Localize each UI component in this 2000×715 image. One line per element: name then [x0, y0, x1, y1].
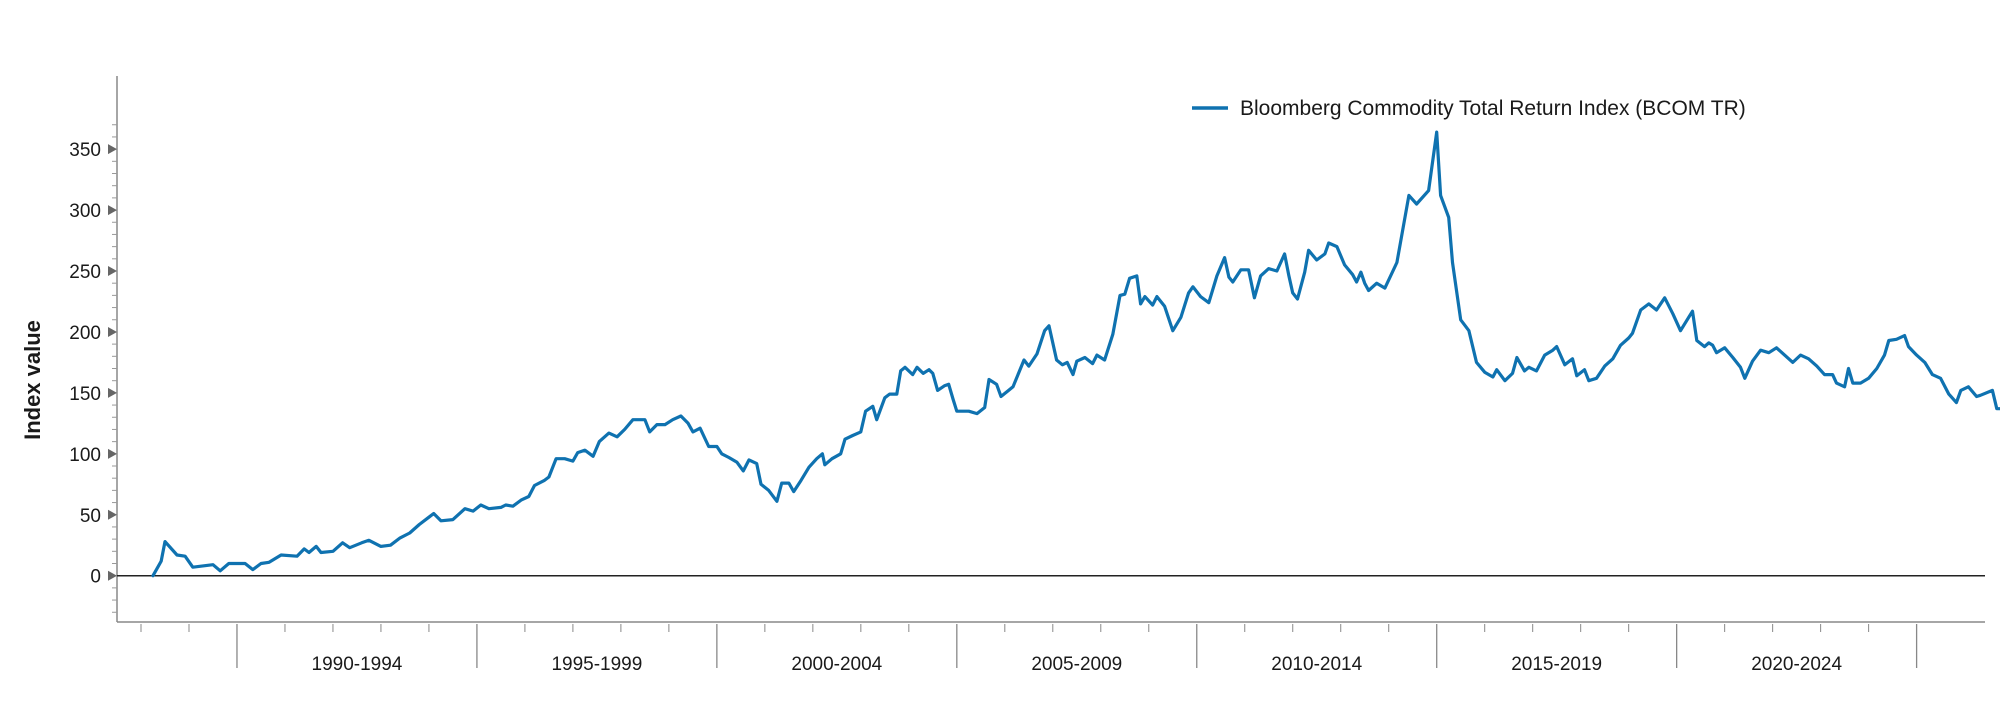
y-major-tick [108, 387, 117, 398]
y-major-tick [108, 326, 117, 337]
x-category-label: 1990-1994 [312, 654, 403, 675]
y-major-tick [108, 509, 117, 520]
series-layer [151, 130, 2000, 578]
y-tick-label: 50 [80, 506, 101, 527]
y-major-tick [108, 266, 117, 276]
y-tick-label: 200 [69, 323, 101, 344]
x-category-label: 2020-2024 [1751, 654, 1842, 675]
y-tick-label: 300 [69, 201, 101, 222]
y-tick-label: 100 [69, 445, 101, 466]
y-axis: 0 50 100 150 200 250 300 350 [69, 76, 1985, 622]
x-category-label: 1995-1999 [551, 654, 642, 675]
y-axis-label: Index value [20, 320, 45, 440]
x-category-label: 2000-2004 [791, 654, 882, 675]
x-category-label: 2010-2014 [1271, 654, 1362, 675]
y-tick-label: 0 [90, 567, 101, 588]
x-category-label: 2005-2009 [1031, 654, 1122, 675]
y-major-tick [108, 144, 117, 155]
y-major-tick [108, 570, 117, 581]
legend-label: Bloomberg Commodity Total Return Index (… [1240, 97, 1746, 120]
x-category-label: 2015-2019 [1511, 654, 1602, 675]
legend: Bloomberg Commodity Total Return Index (… [1192, 97, 1746, 120]
y-major-tick [108, 205, 117, 216]
y-tick-label: 250 [69, 262, 101, 283]
y-major-tick [108, 448, 117, 459]
x-axis: 1990-1994 1995-1999 2000-2004 2005-2009 2010… [117, 621, 1985, 675]
series-line [151, 130, 2000, 578]
y-tick-label: 350 [69, 140, 101, 161]
y-tick-label: 150 [69, 384, 101, 405]
